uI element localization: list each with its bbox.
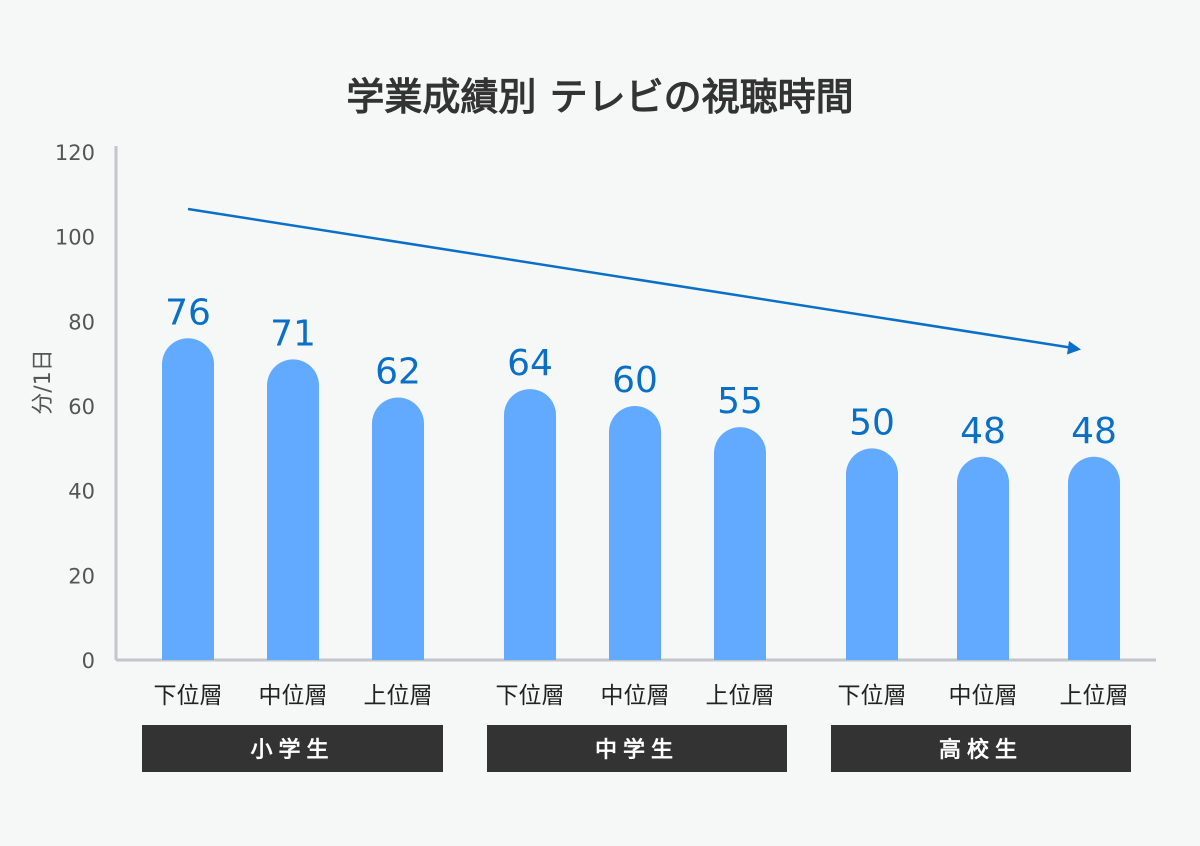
data-label: 62 [375, 352, 421, 393]
x-tick-label: 中位層 [601, 683, 670, 709]
group-label: 中学生 [595, 737, 679, 763]
data-label: 50 [849, 402, 895, 443]
bar [1068, 456, 1120, 660]
y-tick-label: 40 [68, 480, 95, 504]
bar [267, 359, 319, 660]
chart-title: 学業成績別 テレビの視聴時間 [346, 75, 853, 119]
group-label-box [831, 725, 1131, 772]
y-tick-label: 120 [55, 141, 95, 165]
bar [372, 397, 424, 660]
group-label-box [142, 725, 443, 772]
data-label: 71 [270, 313, 316, 354]
x-tick-label: 中位層 [949, 683, 1018, 709]
group-label: 高校生 [939, 737, 1023, 763]
group-label: 小学生 [250, 737, 334, 763]
y-tick-label: 60 [68, 395, 95, 419]
data-label: 48 [960, 411, 1006, 452]
bar [714, 427, 766, 660]
bar [504, 389, 556, 660]
trend-arrow-head [1067, 341, 1081, 355]
y-axis-label: 分/1日 [31, 349, 56, 414]
x-tick-label: 上位層 [364, 683, 433, 709]
x-tick-label: 上位層 [706, 683, 775, 709]
x-tick-label: 下位層 [154, 683, 223, 709]
bar [162, 338, 214, 660]
y-tick-label: 20 [68, 564, 95, 588]
data-label: 55 [717, 381, 763, 422]
x-tick-label: 上位層 [1060, 683, 1129, 709]
x-tick-label: 下位層 [496, 683, 565, 709]
data-label: 60 [612, 360, 658, 401]
y-tick-label: 0 [82, 649, 95, 673]
y-tick-label: 80 [68, 310, 95, 334]
group-label-box [487, 725, 787, 772]
y-tick-label: 100 [55, 226, 95, 250]
bar [846, 448, 898, 660]
bar [609, 406, 661, 660]
x-tick-label: 下位層 [838, 683, 907, 709]
data-label: 48 [1071, 411, 1117, 452]
bar [957, 456, 1009, 660]
data-label: 76 [165, 292, 211, 333]
data-label: 64 [507, 343, 553, 384]
trend-arrow-line [187, 207, 1071, 349]
x-tick-label: 中位層 [259, 683, 328, 709]
